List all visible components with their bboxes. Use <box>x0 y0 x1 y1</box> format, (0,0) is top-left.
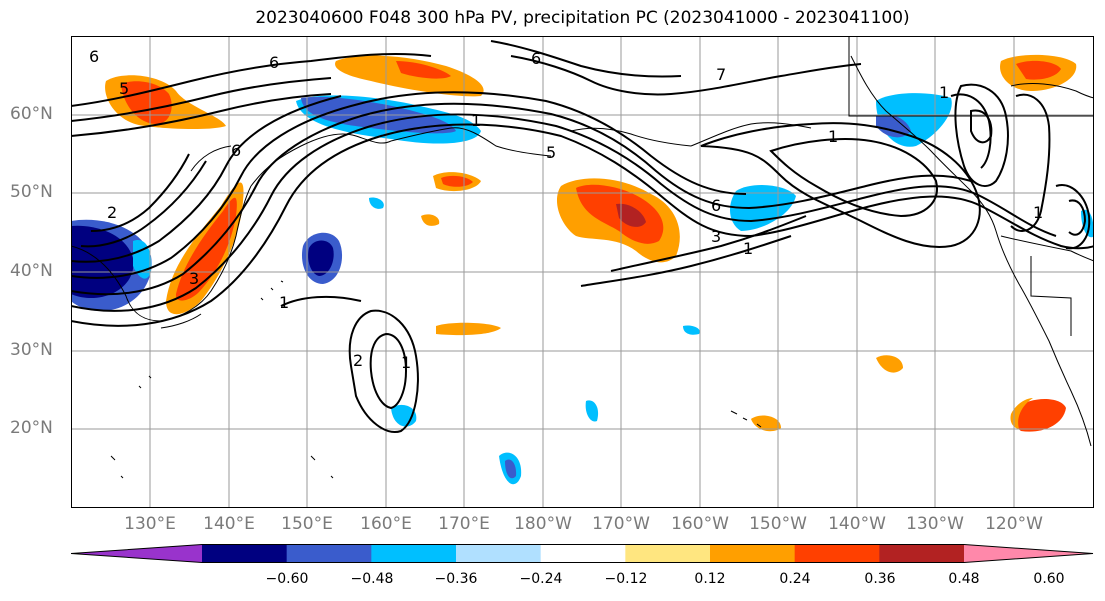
colorbar-segment <box>286 544 372 563</box>
colorbar-segment <box>710 544 796 563</box>
precip-pos-50n-core <box>441 175 473 187</box>
pv-label: 6 <box>231 141 241 160</box>
pv-label: 5 <box>119 79 129 98</box>
lon-label-160e: 160°E <box>360 514 412 534</box>
pv-label: 1 <box>939 83 949 102</box>
colorbar-tick: −0.12 <box>604 571 648 587</box>
pv-precip-map: 6 5 2 1 3 6 6 5 6 7 1 1 3 6 1 2 1 1 1 <box>71 36 1094 508</box>
pv-label: 1 <box>471 111 481 130</box>
colorbar-segment <box>879 544 965 563</box>
pv-contours <box>71 40 1094 433</box>
precip-neg-43n <box>369 197 384 209</box>
lon-label-170e: 170°E <box>438 514 490 534</box>
precip-pos-japan-core <box>175 197 237 301</box>
colorbar-tick: 0.36 <box>864 571 896 587</box>
pv-label: 6 <box>89 47 99 66</box>
lon-label-130w: 130°W <box>906 514 964 534</box>
lon-label-130e: 130°E <box>124 514 176 534</box>
pv-label: 2 <box>107 203 117 222</box>
lon-label-120w: 120°W <box>985 514 1043 534</box>
precip-pos-15n-edge <box>1010 398 1033 429</box>
colorbar-extend-high <box>964 544 1093 563</box>
precip-pos-15n <box>1012 399 1066 432</box>
precip-neg-32n <box>683 325 700 335</box>
precip-pos-bering <box>335 55 484 97</box>
colorbar-tick: −0.60 <box>265 571 309 587</box>
precip-pos-30n <box>436 322 501 336</box>
precip-pos-25n <box>876 355 903 373</box>
coastlines <box>71 36 1094 479</box>
lat-label-30n: 30°N <box>10 340 53 360</box>
precip-pos-44n <box>651 246 671 261</box>
lat-label-20n: 20°N <box>10 418 53 438</box>
precip-neg-gulf-alaska-core <box>876 114 911 138</box>
lon-label-150w: 150°W <box>749 514 807 534</box>
lon-label-180w: 180°W <box>514 514 572 534</box>
colorbar-tick: 0.48 <box>948 571 980 587</box>
pv-label: 5 <box>546 143 556 162</box>
colorbar-segment <box>625 544 711 563</box>
precip-neg-ne-pacific <box>729 184 796 231</box>
lon-label-140e: 140°E <box>203 514 255 534</box>
lat-label-60n: 60°N <box>10 104 53 124</box>
pv-label: 3 <box>189 269 199 288</box>
precip-pos-central-max <box>616 203 646 227</box>
lon-label-140w: 140°W <box>828 514 886 534</box>
colorbar-extend-low <box>71 544 202 563</box>
pv-label: 1 <box>828 127 838 146</box>
precip-pos-kamchatka-core <box>121 81 172 124</box>
precip-pos-bering-core <box>396 61 451 79</box>
precip-neg-150e-core <box>308 240 334 276</box>
precip-pos-alaska-core <box>1016 60 1061 80</box>
colorbar-tick: 0.24 <box>779 571 811 587</box>
precip-neg-10n-core <box>505 459 517 479</box>
lon-label-170w: 170°W <box>592 514 650 534</box>
pv-label: 6 <box>711 196 721 215</box>
pv-label: 1 <box>279 293 289 312</box>
lon-label-160w: 160°W <box>671 514 729 534</box>
colorbar-segment <box>202 544 288 563</box>
pv-label: 2 <box>353 351 363 370</box>
precip-pos-18n <box>751 415 781 432</box>
colorbar-tick: −0.24 <box>519 571 563 587</box>
colorbar-segments <box>71 544 1093 563</box>
pv-label: 1 <box>401 353 411 372</box>
colorbar-outline <box>71 544 1094 563</box>
colorbar-tick: 0.60 <box>1033 571 1065 587</box>
lat-label-50n: 50°N <box>10 182 53 202</box>
lon-label-150e: 150°E <box>281 514 333 534</box>
map-panel: 6 5 2 1 3 6 6 5 6 7 1 1 3 6 1 2 1 1 1 <box>71 36 1094 508</box>
map-frame <box>71 36 1094 508</box>
pv-label: 7 <box>716 65 726 84</box>
pv-label: 6 <box>531 49 541 68</box>
pv-label: 3 <box>711 227 721 246</box>
pv-label: 1 <box>743 239 753 258</box>
map-title: 2023040600 F048 300 hPa PV, precipitatio… <box>255 8 910 28</box>
precip-neg-22n <box>585 400 599 422</box>
colorbar-segment <box>540 544 626 563</box>
colorbar <box>71 544 1094 563</box>
precip-neg-japan-core <box>71 225 134 298</box>
colorbar-segment <box>456 544 542 563</box>
colorbar-tick: −0.48 <box>350 571 394 587</box>
colorbar-tick: 0.12 <box>694 571 726 587</box>
colorbar-tick: −0.36 <box>434 571 478 587</box>
precip-pos-45n <box>421 214 440 226</box>
precipitation-fills <box>71 54 1094 485</box>
colorbar-segment <box>371 544 457 563</box>
pv-label: 6 <box>269 53 279 72</box>
pv-label: 1 <box>1033 203 1043 222</box>
colorbar-segment <box>794 544 880 563</box>
pv-contour-labels: 6 5 2 1 3 6 6 5 6 7 1 1 3 6 1 2 1 1 1 <box>89 47 1043 372</box>
lat-label-40n: 40°N <box>10 261 53 281</box>
graticule <box>71 36 1094 508</box>
